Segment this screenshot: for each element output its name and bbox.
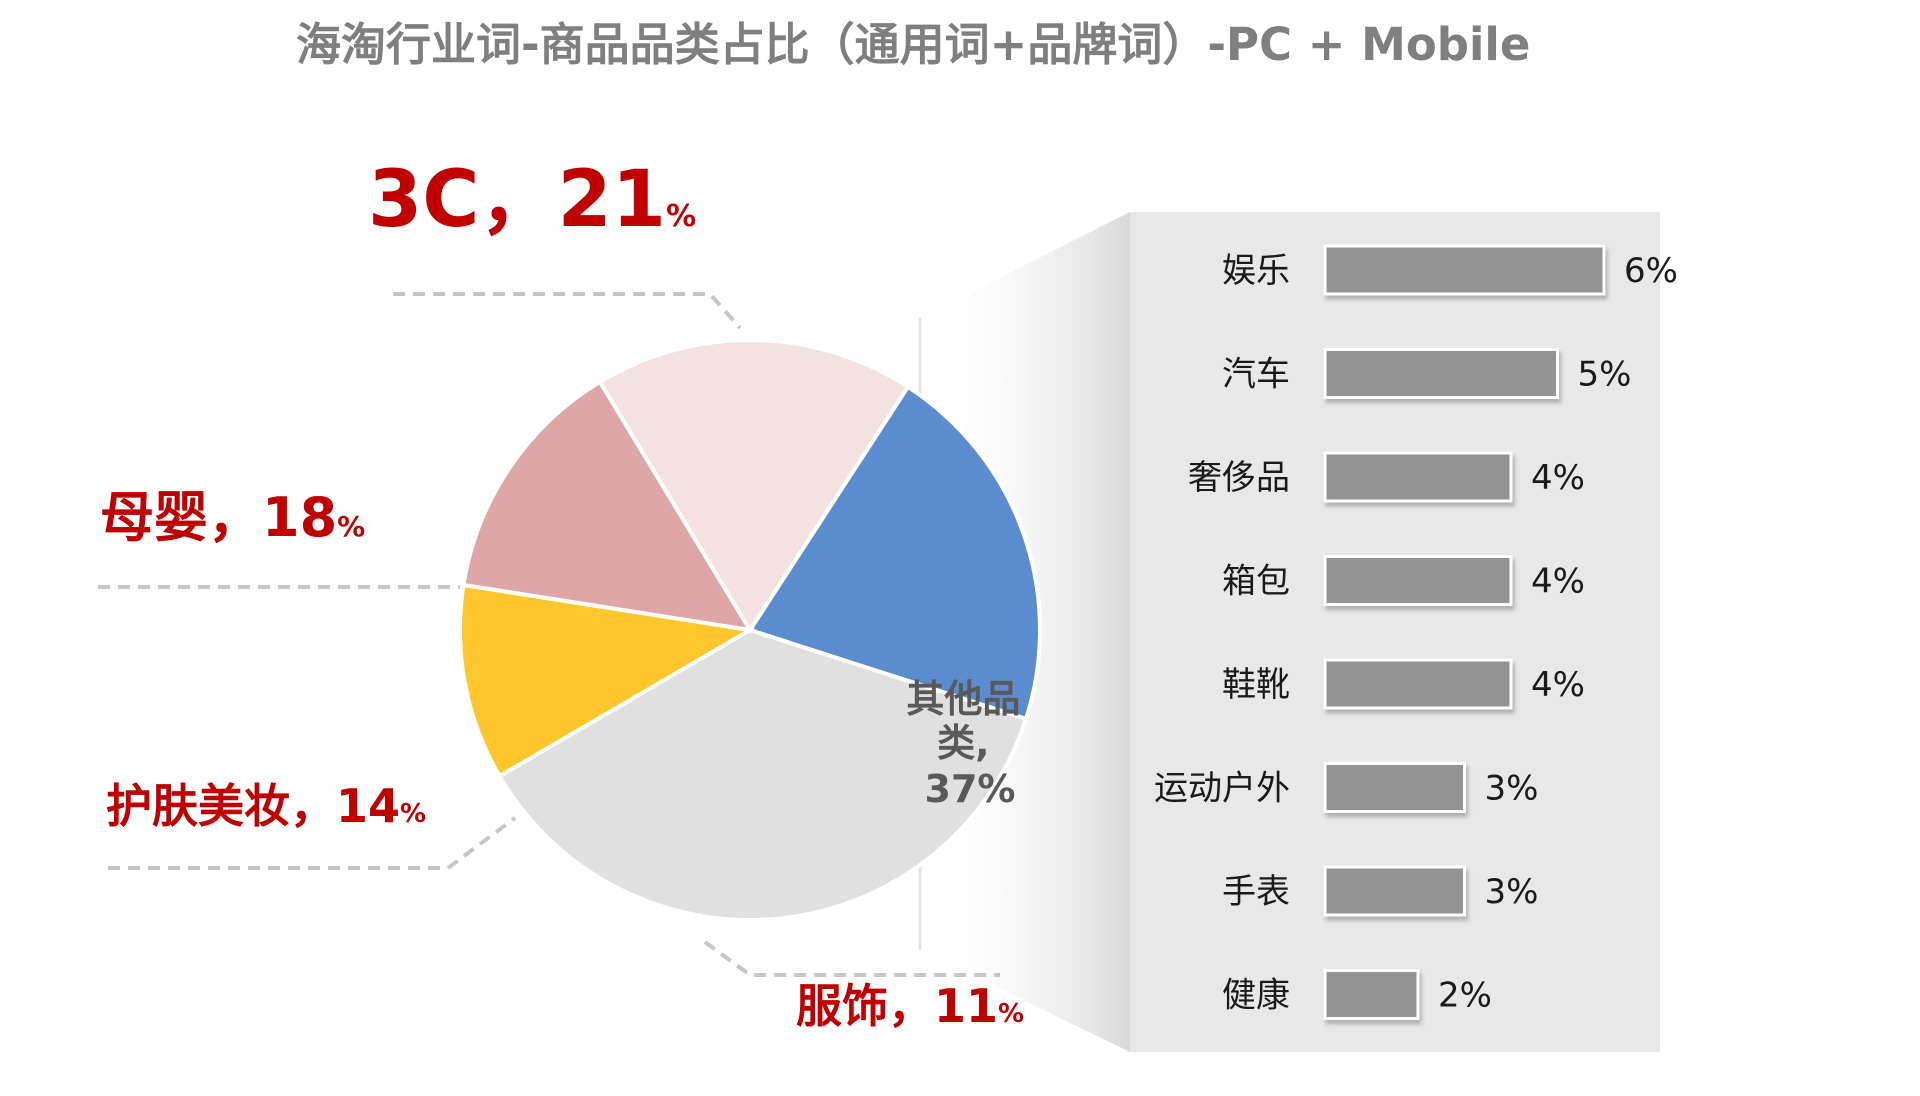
- bar: [1323, 451, 1513, 503]
- label-hufu-pct: %: [400, 799, 426, 829]
- pie-slice-1: [496, 627, 1029, 922]
- label-muying: 母婴，18%: [100, 486, 365, 549]
- label-fushi: 服饰，11%: [796, 979, 1024, 1033]
- pie-slice-4: [597, 338, 911, 634]
- label-other: 其他品 类, 37%: [906, 677, 1033, 811]
- bar: [1323, 348, 1559, 399]
- bar-category-label: 鞋靴: [1222, 665, 1290, 705]
- pie-slice-3: [461, 379, 754, 633]
- leader-line-3c: [393, 292, 742, 330]
- label-fushi-text: 服饰，11: [796, 979, 998, 1033]
- bar-value-label: 5%: [1578, 355, 1632, 395]
- label-3c: 3C，21%: [368, 155, 696, 245]
- leader-line-fushi: [703, 940, 1000, 977]
- leader-line-hufu: [108, 816, 517, 870]
- label-fushi-pct: %: [998, 999, 1024, 1029]
- bar-value-label: 2%: [1438, 976, 1492, 1016]
- bar-value-label: 4%: [1531, 458, 1585, 498]
- bar: [1323, 865, 1466, 917]
- bar-category-label: 箱包: [1222, 562, 1290, 602]
- bar: [1323, 762, 1466, 813]
- bar-chart: 娱乐 6% 汽车 5% 奢侈品 4% 箱包 4% 鞋靴 4% 运动户外 3% 手表 3% 健康 2%: [1154, 244, 1678, 1020]
- bar: [1323, 244, 1606, 296]
- bar-category-label: 汽车: [1222, 355, 1290, 395]
- label-other-line1: 其他品: [906, 677, 1020, 721]
- bar-value-label: 6%: [1624, 251, 1678, 291]
- bar-category-label: 健康: [1222, 976, 1290, 1016]
- label-other-line2: 类,: [937, 721, 989, 765]
- bar-category-label: 手表: [1222, 872, 1290, 912]
- label-3c-pct: %: [666, 199, 696, 234]
- label-other-line3: 37%: [925, 767, 1016, 811]
- label-muying-text: 母婴，18: [100, 486, 337, 549]
- pie-slice-2: [458, 582, 756, 779]
- chart-title: 海淘行业词-商品品类占比（通用词+品牌词）-PC + Mobile: [296, 18, 1530, 71]
- bar: [1323, 658, 1513, 710]
- pie-chart: [458, 338, 1042, 922]
- label-3c-text: 3C，21: [368, 155, 666, 245]
- bar-category-label: 娱乐: [1222, 251, 1290, 291]
- bar-category-label: 运动户外: [1154, 769, 1290, 809]
- label-hufu: 护肤美妆，14%: [106, 779, 426, 833]
- bar: [1323, 969, 1420, 1020]
- bar-panel: [1130, 212, 1660, 1052]
- bar-value-label: 3%: [1485, 872, 1539, 912]
- label-hufu-text: 护肤美妆，14: [106, 779, 400, 833]
- bar-value-label: 4%: [1531, 562, 1585, 602]
- bar-value-label: 4%: [1531, 665, 1585, 705]
- bar-value-label: 3%: [1485, 769, 1539, 809]
- bar: [1323, 555, 1513, 606]
- label-muying-pct: %: [337, 510, 365, 543]
- bar-category-label: 奢侈品: [1188, 458, 1290, 498]
- pie-slice-0: [746, 384, 1042, 722]
